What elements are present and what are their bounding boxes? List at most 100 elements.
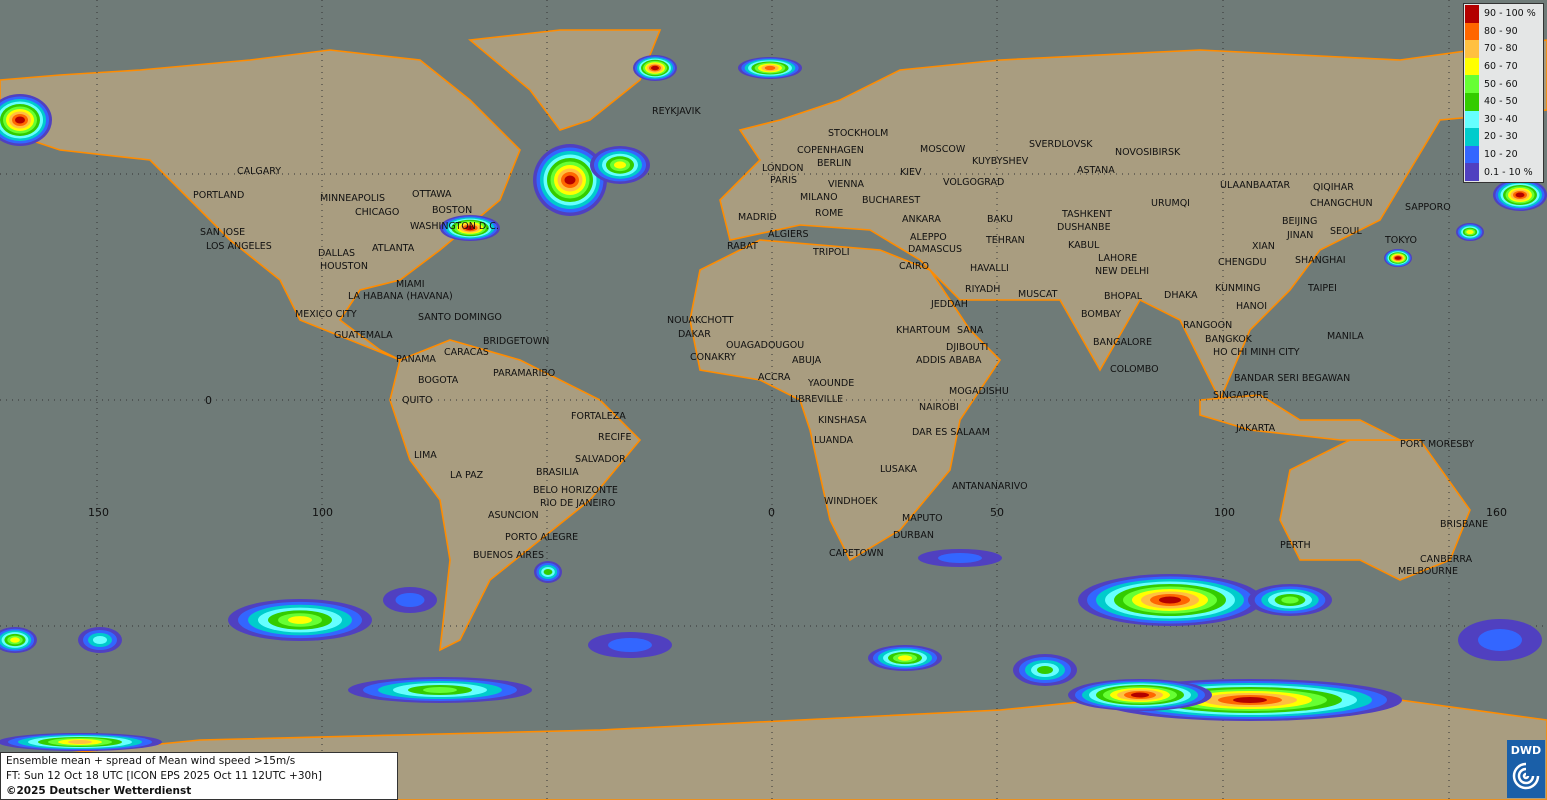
legend-swatch [1465,128,1479,146]
wind-area [348,677,532,703]
legend-swatch [1465,92,1479,111]
city-label: SHANGHAI [1295,255,1346,266]
city-label: BUENOS AIRES [473,550,544,561]
city-label: ANKARA [902,214,941,225]
city-label: ATLANTA [372,243,415,254]
city-label: SANA [957,325,984,336]
longitude-label: 0 [768,506,775,519]
caption-forecast-time: FT: Sun 12 Oct 18 UTC [ICON EPS 2025 Oct… [6,770,322,782]
wind-area [1458,619,1542,661]
city-label: OUAGADOUGOU [726,340,804,351]
city-label: CAPETOWN [829,548,884,559]
city-label: HO CHI MINH CITY [1213,347,1300,358]
legend-entry: 60 - 70 [1465,57,1542,76]
legend-label: 10 - 20 [1484,149,1518,161]
wind-area [1013,654,1077,686]
legend-swatch [1465,145,1479,164]
city-label: CHENGDU [1218,257,1267,268]
city-label: XIAN [1252,241,1275,252]
city-label: PORT MORESBY [1400,439,1474,450]
city-label: QUITO [402,395,433,406]
city-label: LA HABANA (HAVANA) [348,291,453,302]
city-label: VOLGOGRAD [943,177,1004,188]
legend-label: 60 - 70 [1484,61,1518,73]
city-label: PARIS [770,175,797,186]
city-label: PARAMARIBO [493,368,555,379]
wind-contour [1233,697,1267,703]
city-label: CALGARY [237,166,281,177]
wind-contour [1281,596,1299,604]
latitude-label: 0 [205,394,212,407]
dwd-logo: DWD [1507,740,1545,798]
city-label: NOVOSIBIRSK [1115,147,1181,158]
wind-contour [1131,692,1149,698]
caption-title: Ensemble mean + spread of Mean wind spee… [6,755,296,767]
indonesia [1199,394,1401,441]
city-label: BOGOTA [418,375,459,386]
city-label: JINAN [1286,230,1313,241]
city-label: KUNMING [1215,283,1261,294]
city-label: KINSHASA [818,415,867,426]
city-label: BRASILIA [536,467,579,478]
city-label: BANGALORE [1093,337,1152,348]
longitude-label: 100 [1214,506,1235,519]
city-label: SAPPORO [1405,202,1451,213]
city-label: WINDHOEK [824,496,878,507]
eurasia [719,39,1547,402]
city-label: DJIBOUTI [946,342,988,353]
city-label: DUSHANBE [1057,222,1111,233]
dwd-swirl-icon [1512,762,1540,790]
city-label: PORTLAND [193,190,244,201]
wind-contour [1394,256,1402,260]
city-label: MOGADISHU [949,386,1009,397]
city-label: ASTANA [1077,165,1115,176]
city-label: CANBERRA [1420,554,1473,565]
city-label: MEXICO CITY [295,309,357,320]
city-label: MOSCOW [920,144,966,155]
wind-area [1068,679,1212,711]
city-label: COPENHAGEN [797,145,864,156]
city-label: MIAMI [396,279,425,290]
city-label: WASHINGTON D.C. [410,221,499,232]
city-label: TOKYO [1384,235,1417,246]
wind-contour [1466,229,1474,235]
greenland [468,29,662,131]
city-label: REYKJAVIK [652,106,701,117]
wind-area [1248,584,1332,616]
legend-label: 40 - 50 [1484,96,1518,108]
legend-label: 50 - 60 [1484,78,1518,90]
city-label: PORTO ALEGRE [505,532,578,543]
wind-area [590,146,650,184]
city-label: ROME [815,208,843,219]
city-label: CONAKRY [690,352,736,363]
legend-entry: 80 - 90 [1465,22,1542,41]
city-label: LA PAZ [450,470,484,481]
city-label: OTTAWA [412,189,452,200]
wind-area [78,627,122,653]
city-label: MINNEAPOLIS [320,193,385,204]
wind-contour [564,175,576,185]
wind-contour [1159,596,1181,604]
city-label: ALEPPO [910,232,947,243]
longitude-label: 160 [1486,506,1507,519]
wind-area [440,215,500,241]
legend-label: 90 - 100 % [1484,8,1536,20]
legend-entry: 50 - 60 [1465,75,1542,93]
city-label: DAKAR [678,329,711,340]
city-label: SALVADOR [575,454,626,465]
city-label: RIO DE JANEIRO [540,498,615,509]
city-label: CARACAS [444,347,489,358]
city-labels: REYKJAVIK STOCKHOLM COPENHAGEN LONDON BERLIN… [193,106,1488,577]
wind-contour [15,116,25,124]
city-label: RECIFE [598,432,632,443]
city-label: SEOUL [1330,226,1362,237]
city-label: MANILA [1327,331,1364,342]
city-label: PANAMA [396,354,436,365]
city-label: CAIRO [899,261,929,272]
city-label: ULAANBAATAR [1220,180,1290,191]
city-label: KUYBYSHEV [972,156,1029,167]
longitude-label: 100 [312,506,333,519]
city-label: BHOPAL [1104,291,1143,302]
longitude-label: 150 [88,506,109,519]
